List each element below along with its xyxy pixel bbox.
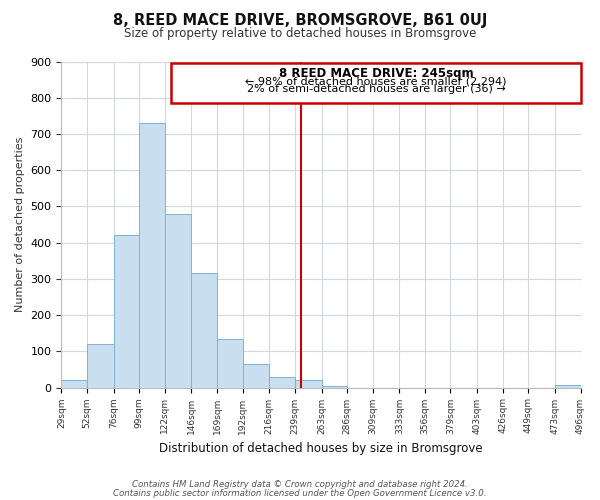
Text: Contains public sector information licensed under the Open Government Licence v3: Contains public sector information licen… (113, 488, 487, 498)
Bar (295, 380, 322, 388)
Bar (269, 376, 295, 388)
Bar (113, 236, 139, 388)
Text: 8, REED MACE DRIVE, BROMSGROVE, B61 0UJ: 8, REED MACE DRIVE, BROMSGROVE, B61 0UJ (113, 12, 487, 28)
Bar (191, 274, 217, 388)
Bar (165, 214, 191, 388)
Bar (555, 384, 581, 388)
Text: Size of property relative to detached houses in Bromsgrove: Size of property relative to detached ho… (124, 28, 476, 40)
Bar (242, 364, 269, 388)
Text: Contains HM Land Registry data © Crown copyright and database right 2024.: Contains HM Land Registry data © Crown c… (132, 480, 468, 489)
Bar (139, 123, 165, 388)
FancyBboxPatch shape (172, 62, 581, 103)
Bar (322, 386, 347, 388)
Bar (61, 380, 87, 388)
Text: ← 98% of detached houses are smaller (2,294): ← 98% of detached houses are smaller (2,… (245, 76, 507, 86)
Bar (87, 344, 113, 388)
Text: 2% of semi-detached houses are larger (36) →: 2% of semi-detached houses are larger (3… (247, 84, 505, 94)
Y-axis label: Number of detached properties: Number of detached properties (15, 137, 25, 312)
Bar (217, 338, 242, 388)
X-axis label: Distribution of detached houses by size in Bromsgrove: Distribution of detached houses by size … (159, 442, 483, 455)
Text: 8 REED MACE DRIVE: 245sqm: 8 REED MACE DRIVE: 245sqm (278, 68, 473, 80)
